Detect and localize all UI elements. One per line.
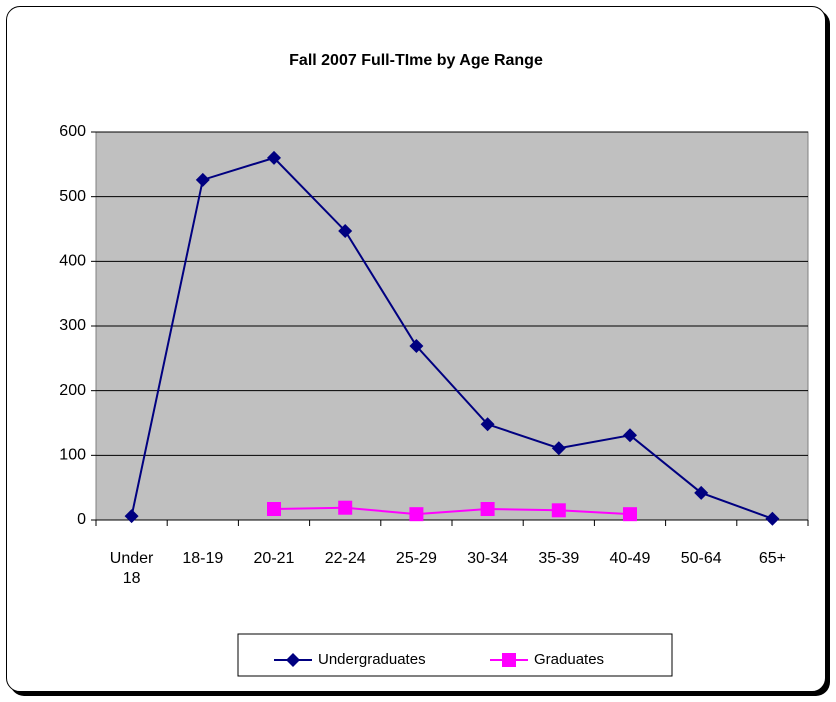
y-tick-label: 300 (59, 317, 86, 334)
x-tick-label: 18-19 (182, 550, 224, 567)
x-tick-label: 25-29 (395, 550, 437, 567)
legend-label: Undergraduates (318, 651, 426, 668)
y-tick-label: 200 (59, 382, 86, 399)
x-tick-label: 40-49 (609, 550, 651, 567)
x-tick-label: Under 18 (109, 550, 154, 587)
y-tick-label: 100 (59, 447, 86, 464)
x-tick-label: 22-24 (324, 550, 366, 567)
data-point (480, 417, 495, 432)
y-tick-label: 600 (59, 123, 86, 140)
data-point (623, 428, 637, 443)
data-point (551, 503, 566, 518)
data-point (551, 441, 566, 456)
legend-marker (502, 653, 516, 667)
legend-marker (286, 653, 300, 667)
data-point (409, 507, 424, 522)
data-point (267, 502, 281, 517)
data-point (765, 511, 780, 526)
legend-label: Graduates (534, 651, 604, 668)
data-point (124, 509, 139, 524)
y-tick-label: 0 (77, 511, 86, 528)
data-point (195, 172, 210, 187)
x-tick-label: 50-64 (680, 550, 722, 567)
data-point (338, 223, 353, 238)
data-point (338, 500, 353, 515)
data-point (623, 507, 637, 522)
data-point (694, 485, 709, 500)
data-point (480, 502, 495, 517)
data-point (267, 150, 281, 165)
series-line (273, 506, 631, 516)
y-tick-label: 500 (59, 188, 86, 205)
series-line (130, 156, 773, 520)
x-tick-label: 30-34 (467, 550, 509, 567)
y-tick-label: 400 (59, 253, 86, 270)
data-point (409, 339, 424, 354)
x-tick-label: 65+ (758, 550, 786, 567)
x-tick-label: 35-39 (538, 550, 580, 567)
x-tick-label: 20-21 (253, 550, 295, 567)
chart-title: Fall 2007 Full-TIme by Age Range (289, 52, 543, 69)
legend (237, 633, 673, 677)
